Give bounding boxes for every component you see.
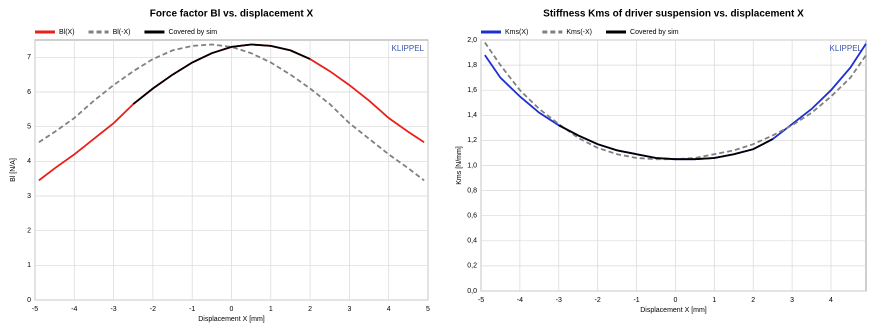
y-tick-label: 0,4: [467, 238, 477, 245]
y-tick-label: 2,0: [467, 37, 477, 44]
y-axis-label: Kms [N/mm]: [456, 146, 463, 185]
x-tick-label: -2: [150, 306, 156, 313]
x-tick-label: 4: [387, 306, 391, 313]
x-tick-label: -4: [71, 306, 77, 313]
series-line: [558, 124, 774, 161]
x-tick-label: -1: [633, 297, 639, 304]
x-tick-label: 1: [269, 306, 273, 313]
x-tick-label: 1: [712, 297, 716, 304]
x-axis-label: Displacement X [mm]: [640, 307, 707, 314]
legend-label: Covered by sim: [630, 29, 679, 36]
legend-label: Kms(-X): [566, 29, 592, 36]
annotation: KLIPPEL: [830, 44, 863, 53]
x-tick-label: 4: [829, 297, 833, 304]
y-tick-label: 0,8: [467, 187, 477, 194]
x-tick-label: 0: [673, 297, 677, 304]
y-tick-label: 2: [27, 228, 31, 235]
y-tick-label: 1,8: [467, 62, 477, 69]
y-tick-label: 1,6: [467, 87, 477, 94]
y-tick-label: 6: [27, 89, 31, 96]
y-tick-label: 1,0: [467, 162, 477, 169]
chart-title: Force factor Bl vs. displacement X: [150, 9, 314, 20]
x-tick-label: 2: [751, 297, 755, 304]
x-tick-label: -3: [556, 297, 562, 304]
y-tick-label: 1,2: [467, 137, 477, 144]
y-tick-label: 1,4: [467, 112, 477, 119]
x-tick-label: -5: [32, 306, 38, 313]
x-tick-label: 5: [426, 306, 430, 313]
chart-title: Stiffness Kms of driver suspension vs. d…: [543, 9, 804, 20]
y-axis-label: Bl [N/A]: [10, 158, 17, 182]
legend-label: Kms(X): [505, 29, 528, 36]
series-line: [132, 43, 311, 105]
y-tick-label: 7: [27, 54, 31, 61]
legend-label: Bl(-X): [113, 29, 131, 36]
x-tick-label: -5: [478, 297, 484, 304]
legend-label: Covered by sim: [168, 29, 217, 36]
x-tick-label: 0: [230, 306, 234, 313]
x-tick-label: 3: [790, 297, 794, 304]
legend-label: Bl(X): [59, 29, 75, 36]
y-tick-label: 0,2: [467, 263, 477, 270]
y-tick-label: 0,6: [467, 213, 477, 220]
y-tick-label: 4: [27, 158, 31, 165]
x-tick-label: 3: [347, 306, 351, 313]
y-tick-label: 3: [27, 193, 31, 200]
x-tick-label: -2: [595, 297, 601, 304]
x-tick-label: -3: [110, 306, 116, 313]
annotation: KLIPPEL: [392, 44, 425, 53]
y-tick-label: 1: [27, 262, 31, 269]
y-tick-label: 5: [27, 124, 31, 131]
x-tick-label: -1: [189, 306, 195, 313]
y-tick-label: 0,0: [467, 288, 477, 295]
y-tick-label: 0: [27, 297, 31, 304]
x-tick-label: -4: [517, 297, 523, 304]
x-tick-label: 2: [308, 306, 312, 313]
x-axis-label: Displacement X [mm]: [198, 316, 265, 323]
